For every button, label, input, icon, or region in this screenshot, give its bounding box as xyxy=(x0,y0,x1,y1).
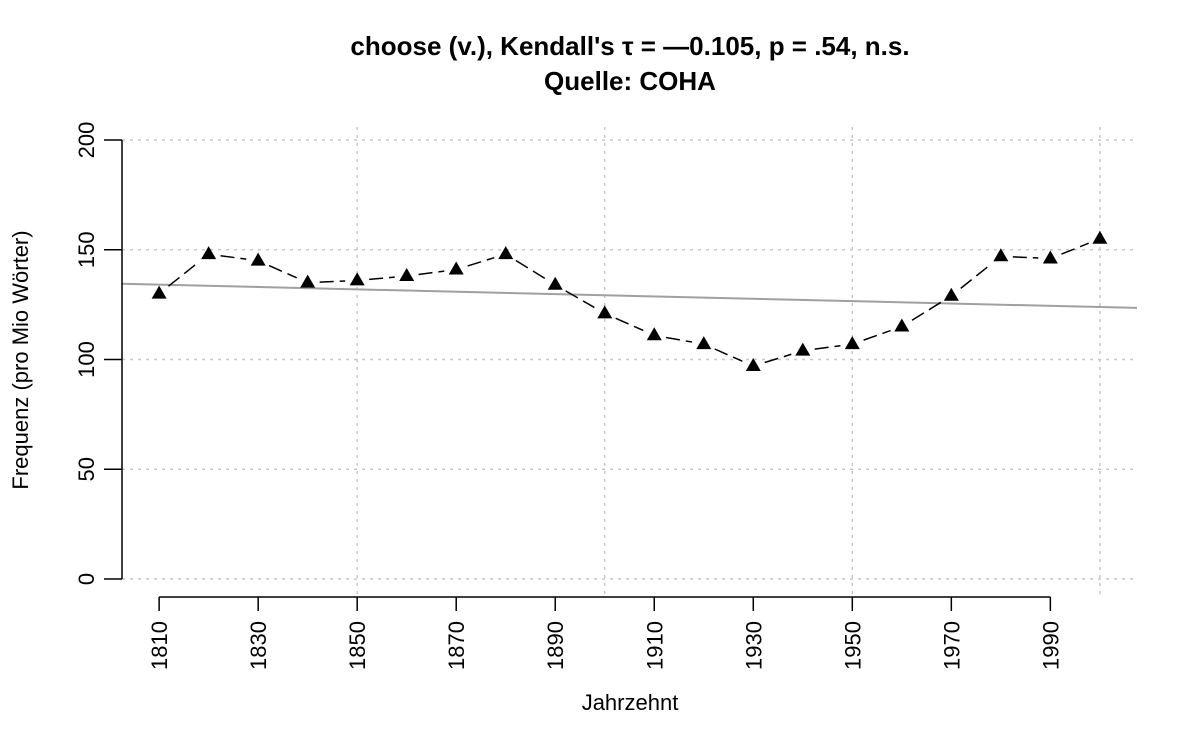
data-point-marker xyxy=(151,285,167,299)
data-point-marker xyxy=(498,246,514,260)
x-tick-label: 1890 xyxy=(543,621,568,670)
data-point-marker xyxy=(943,287,959,301)
series-group xyxy=(151,230,1108,372)
data-point-marker xyxy=(349,272,365,286)
y-tick-label: 200 xyxy=(74,122,99,159)
x-tick-label: 1970 xyxy=(939,621,964,670)
series-line-segment xyxy=(615,317,644,332)
x-tick-label: 1870 xyxy=(444,621,469,670)
y-tick-label: 0 xyxy=(74,573,99,585)
x-tick-label: 1930 xyxy=(741,621,766,670)
data-point-marker xyxy=(300,274,316,288)
series-line-segment xyxy=(168,261,200,287)
series-line-segment xyxy=(814,344,841,350)
series-line-segment xyxy=(1061,242,1089,255)
series-line-segment xyxy=(565,290,595,309)
data-point-marker xyxy=(795,342,811,356)
data-point-marker xyxy=(1042,250,1058,264)
data-point-marker xyxy=(1092,230,1108,244)
series-line-segment xyxy=(369,276,395,281)
series-line-segment xyxy=(268,264,298,279)
series-line-segment xyxy=(714,348,743,362)
x-axis-label: Jahrzehnt xyxy=(582,690,679,715)
series-line-segment xyxy=(467,256,495,267)
data-point-marker xyxy=(993,248,1009,262)
axes: 0 50 100 150 200 1810 1830 1850 1870 1890 1910 1930… xyxy=(74,122,1063,670)
x-tick-label: 1990 xyxy=(1038,621,1063,670)
data-point-marker xyxy=(745,358,761,372)
data-point-marker xyxy=(201,246,217,260)
x-tick-label: 1910 xyxy=(642,621,667,670)
y-axis-label: Frequenz (pro Mio Wörter) xyxy=(8,230,33,489)
series-line-segment xyxy=(418,270,445,276)
grid xyxy=(122,127,1137,597)
data-point-marker xyxy=(646,327,662,341)
x-tick-label: 1810 xyxy=(147,621,172,670)
series-line-segment xyxy=(515,259,546,280)
data-point-marker xyxy=(844,336,860,350)
series-line-segment xyxy=(764,353,792,364)
x-tick-label: 1850 xyxy=(345,621,370,670)
y-tick-label: 50 xyxy=(74,457,99,481)
trend-line-group xyxy=(121,282,1138,309)
series-line-segment xyxy=(319,280,346,283)
data-point-marker xyxy=(696,336,712,350)
data-point-marker xyxy=(448,261,464,275)
chart-title: choose (v.), Kendall's τ = —0.105, p = .… xyxy=(350,31,909,61)
series-line-segment xyxy=(665,336,693,343)
chart-subtitle: Quelle: COHA xyxy=(544,66,716,96)
series-line-segment xyxy=(220,254,247,260)
data-point-marker xyxy=(597,305,613,319)
data-point-marker xyxy=(250,252,266,266)
x-tick-label: 1830 xyxy=(246,621,271,670)
y-tick-label: 150 xyxy=(74,231,99,268)
y-tick-label: 100 xyxy=(74,341,99,378)
data-point-marker xyxy=(894,318,910,332)
series-line-segment xyxy=(960,263,992,289)
x-tick-label: 1950 xyxy=(840,621,865,670)
series-line-segment xyxy=(911,301,942,321)
series-line-segment xyxy=(863,329,891,341)
data-point-marker xyxy=(547,276,563,290)
series-line-segment xyxy=(1012,256,1039,259)
data-point-marker xyxy=(399,268,415,282)
trend-line xyxy=(121,282,1138,309)
